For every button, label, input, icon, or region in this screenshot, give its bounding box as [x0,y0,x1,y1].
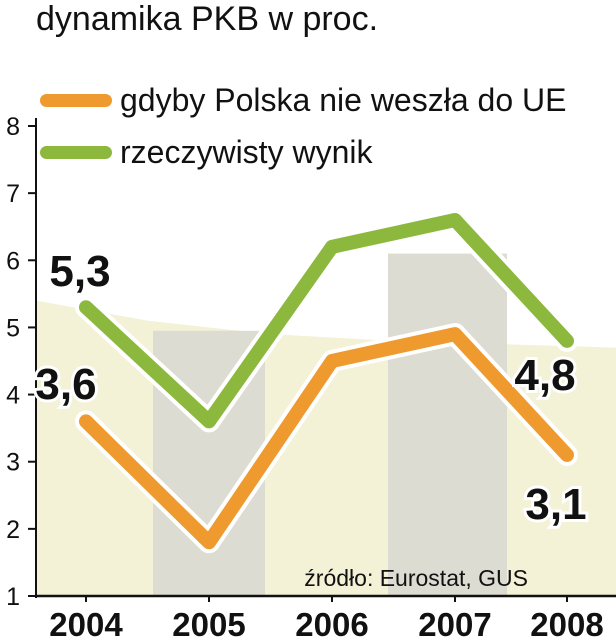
legend-item-actual: rzeczywisty wynik [40,132,372,172]
background-band-2007 [388,253,507,597]
x-tick-label: 2006 [295,606,368,640]
x-tick-label: 2008 [530,606,603,640]
y-tick-label: 7 [6,180,20,208]
series-layer [75,209,578,554]
x-tick-label: 2005 [172,606,245,640]
x-tick-label: 2004 [49,606,123,640]
legend-swatch-actual [40,145,112,159]
y-tick-label: 2 [6,516,20,544]
source-note: źródło: Eurostat, GUS [304,565,528,591]
y-tick-label: 6 [6,247,20,275]
data-label: 3,6 [35,360,96,409]
legend-item-forecast: gdyby Polska nie weszła do UE [40,80,566,120]
label-layer: 3,6 3,1 5,3 4,8 [32,244,589,532]
x-tick-label: 2007 [418,606,491,640]
axis-layer: 1 2 3 4 5 6 7 8 2004 2005 2006 2007 2008 [6,113,616,640]
y-tick-label: 3 [6,449,20,477]
series-line [79,327,574,550]
y-tick-label: 8 [6,113,20,141]
chart-title: dynamika PKB w proc. [36,0,379,38]
legend-swatch-forecast [40,93,112,107]
legend-label-forecast: gdyby Polska nie weszła do UE [120,81,567,118]
data-label: 3,1 [525,480,586,529]
y-tick-label: 1 [6,583,20,611]
legend-label-actual: rzeczywisty wynik [120,133,373,170]
data-label: 4,8 [514,351,575,400]
y-tick-label: 5 [6,314,20,342]
data-label: 5,3 [49,247,110,296]
series-line [79,213,574,429]
y-tick-label: 4 [6,382,20,410]
